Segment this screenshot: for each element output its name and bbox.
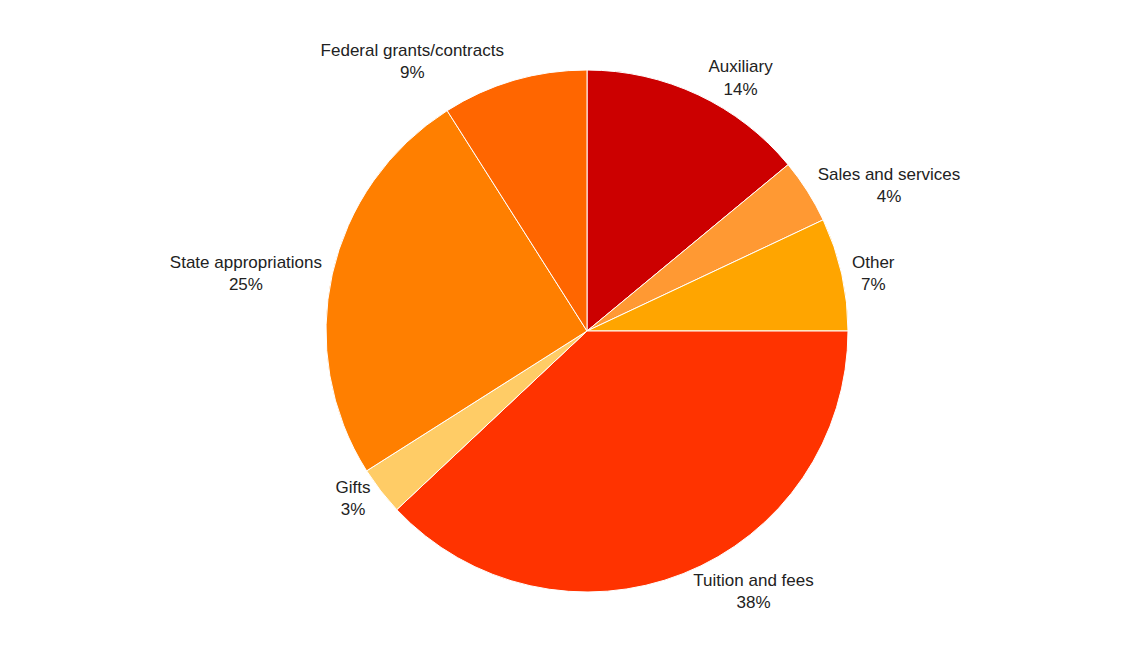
svg-text:Federal grants/contracts9%: Federal grants/contracts9%: [321, 41, 504, 82]
svg-text:Sales and services4%: Sales and services4%: [818, 165, 961, 206]
svg-text:Tuition and fees38%: Tuition and fees38%: [693, 571, 813, 612]
svg-text:Auxiliary14%: Auxiliary14%: [708, 57, 773, 98]
svg-text:Gifts3%: Gifts3%: [336, 478, 371, 519]
svg-text:Other7%: Other7%: [852, 253, 895, 294]
svg-text:State appropriations25%: State appropriations25%: [170, 253, 322, 294]
